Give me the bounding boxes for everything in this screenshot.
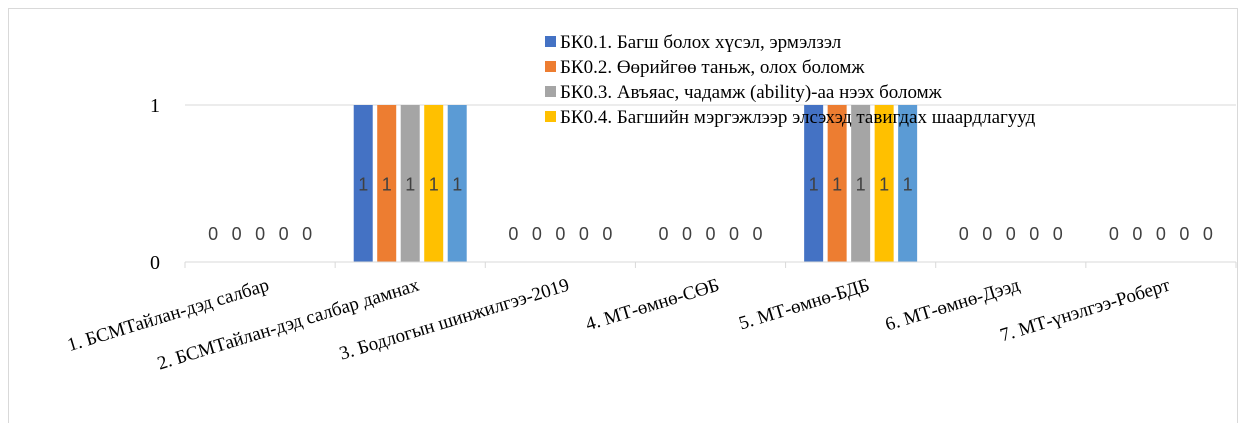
x-tick-label: 5. МТ-өмнө-БДБ — [736, 275, 872, 335]
data-label: 0 — [705, 224, 715, 244]
y-tick-label: 1 — [150, 95, 160, 117]
legend-swatch — [545, 86, 556, 97]
bar — [447, 105, 467, 262]
data-label: 0 — [508, 224, 518, 244]
data-label: 0 — [1109, 224, 1119, 244]
data-label: 0 — [579, 224, 589, 244]
bar — [874, 105, 894, 262]
data-label: 1 — [405, 175, 415, 195]
bar — [400, 105, 420, 262]
data-label: 1 — [879, 175, 889, 195]
data-label: 0 — [302, 224, 312, 244]
data-label: 0 — [1203, 224, 1213, 244]
data-label: 1 — [832, 175, 842, 195]
legend-label: БК0.4. Багшийн мэргэжлээр элсэхэд тавигд… — [560, 107, 1036, 128]
data-label: 0 — [1179, 224, 1189, 244]
bar — [804, 105, 824, 262]
data-label: 1 — [809, 175, 819, 195]
bar — [898, 105, 918, 262]
legend-label: БК0.1. Багш болох хүсэл, эрмэлзэл — [560, 32, 842, 53]
data-label: 0 — [602, 224, 612, 244]
data-label: 1 — [856, 175, 866, 195]
bar — [353, 105, 373, 262]
x-tick-label: 4. МТ-өмнө-СӨБ — [583, 275, 722, 336]
data-label: 0 — [555, 224, 565, 244]
data-label: 1 — [358, 175, 368, 195]
bar — [377, 105, 397, 262]
data-label: 0 — [1029, 224, 1039, 244]
legend-swatch — [545, 36, 556, 47]
data-label: 0 — [1006, 224, 1016, 244]
data-label: 1 — [429, 175, 439, 195]
legend-swatch — [545, 61, 556, 72]
y-tick-label: 0 — [150, 252, 160, 274]
bar — [851, 105, 871, 262]
x-tick-label: 7. МТ-үнэлгээ-Роберт — [998, 274, 1173, 346]
data-label: 0 — [682, 224, 692, 244]
chart-area — [8, 8, 1238, 423]
data-label: 0 — [729, 224, 739, 244]
legend-swatch — [545, 111, 556, 122]
data-label: 0 — [959, 224, 969, 244]
data-label: 1 — [382, 175, 392, 195]
data-label: 0 — [1132, 224, 1142, 244]
x-tick-label: 2. БСМТайлан-дэд салбар дамнах — [155, 275, 422, 375]
legend-label: БК0.3. Авъяас, чадамж (ability)-аа нээх … — [560, 82, 943, 103]
data-label: 0 — [658, 224, 668, 244]
data-label: 0 — [279, 224, 289, 244]
data-label: 0 — [208, 224, 218, 244]
data-label: 0 — [1053, 224, 1063, 244]
data-label: 0 — [255, 224, 265, 244]
data-label: 1 — [903, 175, 913, 195]
data-label: 0 — [532, 224, 542, 244]
data-label: 1 — [452, 175, 462, 195]
data-label: 0 — [752, 224, 762, 244]
data-label: 0 — [982, 224, 992, 244]
data-label: 0 — [232, 224, 242, 244]
data-label: 0 — [1156, 224, 1166, 244]
bar — [424, 105, 444, 262]
legend-label: БК0.2. Өөрийгөө таньж, олох боломж — [560, 57, 865, 78]
bar — [827, 105, 847, 262]
